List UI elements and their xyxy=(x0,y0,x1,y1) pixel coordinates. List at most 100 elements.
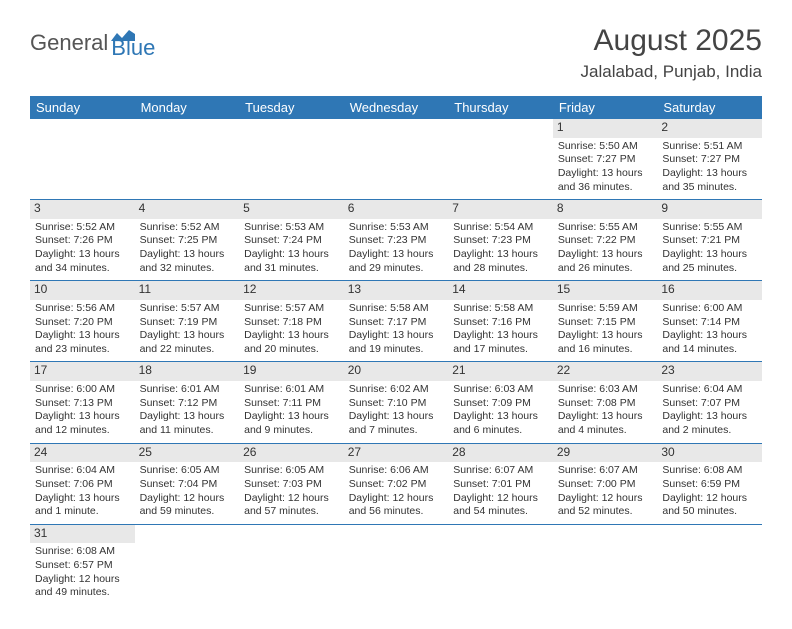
weekday-header: Sunday xyxy=(30,96,135,119)
daylight-text: Daylight: 13 hours and 16 minutes. xyxy=(558,329,653,356)
calendar-week-row: 17Sunrise: 6:00 AMSunset: 7:13 PMDayligh… xyxy=(30,362,762,443)
calendar-day-cell: 28Sunrise: 6:07 AMSunset: 7:01 PMDayligh… xyxy=(448,443,553,524)
daylight-text: Daylight: 13 hours and 31 minutes. xyxy=(244,248,339,275)
sunset-text: Sunset: 7:06 PM xyxy=(35,478,130,492)
weekday-header: Wednesday xyxy=(344,96,449,119)
day-number-bar: 26 xyxy=(239,444,344,463)
calendar-day-cell: 5Sunrise: 5:53 AMSunset: 7:24 PMDaylight… xyxy=(239,200,344,281)
day-number: 7 xyxy=(452,201,549,217)
daylight-text: Daylight: 12 hours and 49 minutes. xyxy=(35,573,130,600)
sunset-text: Sunset: 7:07 PM xyxy=(662,397,757,411)
sunrise-text: Sunrise: 5:55 AM xyxy=(558,221,653,235)
day-number-bar: 28 xyxy=(448,444,553,463)
day-number-bar: 10 xyxy=(30,281,135,300)
daylight-text: Daylight: 13 hours and 35 minutes. xyxy=(662,167,757,194)
daylight-text: Daylight: 12 hours and 54 minutes. xyxy=(453,492,548,519)
calendar-empty-cell xyxy=(239,524,344,605)
sunset-text: Sunset: 7:19 PM xyxy=(140,316,235,330)
calendar-week-row: 24Sunrise: 6:04 AMSunset: 7:06 PMDayligh… xyxy=(30,443,762,524)
sunset-text: Sunset: 7:26 PM xyxy=(35,234,130,248)
sunrise-text: Sunrise: 6:07 AM xyxy=(453,464,548,478)
daylight-text: Daylight: 13 hours and 17 minutes. xyxy=(453,329,548,356)
day-number: 25 xyxy=(139,445,236,461)
sunset-text: Sunset: 7:04 PM xyxy=(140,478,235,492)
daylight-text: Daylight: 13 hours and 26 minutes. xyxy=(558,248,653,275)
day-number-bar: 8 xyxy=(553,200,658,219)
calendar-day-cell: 15Sunrise: 5:59 AMSunset: 7:15 PMDayligh… xyxy=(553,281,658,362)
calendar-day-cell: 23Sunrise: 6:04 AMSunset: 7:07 PMDayligh… xyxy=(657,362,762,443)
sunrise-text: Sunrise: 6:04 AM xyxy=(662,383,757,397)
sunrise-text: Sunrise: 6:08 AM xyxy=(662,464,757,478)
sunrise-text: Sunrise: 6:05 AM xyxy=(140,464,235,478)
sunrise-text: Sunrise: 6:07 AM xyxy=(558,464,653,478)
day-number: 5 xyxy=(243,201,340,217)
calendar-day-cell: 9Sunrise: 5:55 AMSunset: 7:21 PMDaylight… xyxy=(657,200,762,281)
day-number: 3 xyxy=(34,201,131,217)
calendar-empty-cell xyxy=(30,119,135,200)
sunset-text: Sunset: 7:14 PM xyxy=(662,316,757,330)
calendar-day-cell: 6Sunrise: 5:53 AMSunset: 7:23 PMDaylight… xyxy=(344,200,449,281)
calendar-day-cell: 10Sunrise: 5:56 AMSunset: 7:20 PMDayligh… xyxy=(30,281,135,362)
day-number-bar: 24 xyxy=(30,444,135,463)
daylight-text: Daylight: 13 hours and 23 minutes. xyxy=(35,329,130,356)
sunset-text: Sunset: 7:27 PM xyxy=(662,153,757,167)
daylight-text: Daylight: 13 hours and 20 minutes. xyxy=(244,329,339,356)
weekday-header: Saturday xyxy=(657,96,762,119)
calendar-week-row: 1Sunrise: 5:50 AMSunset: 7:27 PMDaylight… xyxy=(30,119,762,200)
daylight-text: Daylight: 13 hours and 4 minutes. xyxy=(558,410,653,437)
weekday-header: Tuesday xyxy=(239,96,344,119)
day-number: 9 xyxy=(661,201,758,217)
calendar-week-row: 3Sunrise: 5:52 AMSunset: 7:26 PMDaylight… xyxy=(30,200,762,281)
sunset-text: Sunset: 7:27 PM xyxy=(558,153,653,167)
calendar-empty-cell xyxy=(344,119,449,200)
day-number: 2 xyxy=(661,120,758,136)
calendar-day-cell: 12Sunrise: 5:57 AMSunset: 7:18 PMDayligh… xyxy=(239,281,344,362)
calendar-day-cell: 8Sunrise: 5:55 AMSunset: 7:22 PMDaylight… xyxy=(553,200,658,281)
day-number: 6 xyxy=(348,201,445,217)
calendar-empty-cell xyxy=(239,119,344,200)
day-number: 22 xyxy=(557,363,654,379)
daylight-text: Daylight: 13 hours and 36 minutes. xyxy=(558,167,653,194)
day-number-bar: 19 xyxy=(239,362,344,381)
day-number-bar: 5 xyxy=(239,200,344,219)
daylight-text: Daylight: 13 hours and 22 minutes. xyxy=(140,329,235,356)
calendar-week-row: 10Sunrise: 5:56 AMSunset: 7:20 PMDayligh… xyxy=(30,281,762,362)
day-number: 29 xyxy=(557,445,654,461)
day-number: 30 xyxy=(661,445,758,461)
sunset-text: Sunset: 7:11 PM xyxy=(244,397,339,411)
sunset-text: Sunset: 7:25 PM xyxy=(140,234,235,248)
calendar-day-cell: 16Sunrise: 6:00 AMSunset: 7:14 PMDayligh… xyxy=(657,281,762,362)
calendar-empty-cell xyxy=(135,524,240,605)
day-number-bar: 4 xyxy=(135,200,240,219)
daylight-text: Daylight: 12 hours and 56 minutes. xyxy=(349,492,444,519)
daylight-text: Daylight: 13 hours and 14 minutes. xyxy=(662,329,757,356)
day-number: 17 xyxy=(34,363,131,379)
logo-text-1: General xyxy=(30,30,108,56)
sunrise-text: Sunrise: 6:03 AM xyxy=(558,383,653,397)
day-number-bar: 14 xyxy=(448,281,553,300)
sunset-text: Sunset: 7:01 PM xyxy=(453,478,548,492)
sunrise-text: Sunrise: 6:00 AM xyxy=(662,302,757,316)
daylight-text: Daylight: 13 hours and 32 minutes. xyxy=(140,248,235,275)
day-number-bar: 20 xyxy=(344,362,449,381)
day-number-bar: 13 xyxy=(344,281,449,300)
sunset-text: Sunset: 7:09 PM xyxy=(453,397,548,411)
day-number-bar: 9 xyxy=(657,200,762,219)
sunrise-text: Sunrise: 6:03 AM xyxy=(453,383,548,397)
sunset-text: Sunset: 7:16 PM xyxy=(453,316,548,330)
day-number: 27 xyxy=(348,445,445,461)
calendar-day-cell: 14Sunrise: 5:58 AMSunset: 7:16 PMDayligh… xyxy=(448,281,553,362)
calendar-day-cell: 26Sunrise: 6:05 AMSunset: 7:03 PMDayligh… xyxy=(239,443,344,524)
daylight-text: Daylight: 12 hours and 59 minutes. xyxy=(140,492,235,519)
calendar-empty-cell xyxy=(553,524,658,605)
day-number-bar: 23 xyxy=(657,362,762,381)
calendar-empty-cell xyxy=(448,524,553,605)
sunset-text: Sunset: 7:02 PM xyxy=(349,478,444,492)
calendar-empty-cell xyxy=(135,119,240,200)
day-number: 10 xyxy=(34,282,131,298)
calendar-day-cell: 2Sunrise: 5:51 AMSunset: 7:27 PMDaylight… xyxy=(657,119,762,200)
calendar-day-cell: 13Sunrise: 5:58 AMSunset: 7:17 PMDayligh… xyxy=(344,281,449,362)
calendar-header-row: SundayMondayTuesdayWednesdayThursdayFrid… xyxy=(30,96,762,119)
day-number-bar: 2 xyxy=(657,119,762,138)
day-number: 12 xyxy=(243,282,340,298)
